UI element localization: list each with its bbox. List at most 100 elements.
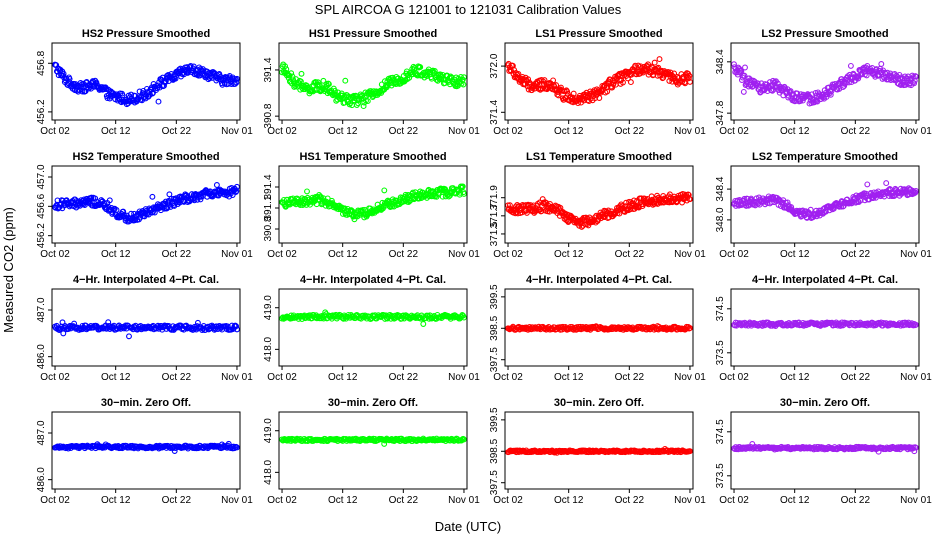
data-points [731,61,919,107]
panel-title: 30−min. Zero Off. [780,397,870,409]
x-tick-label: Oct 12 [101,372,131,383]
panel-title: HS1 Temperature Smoothed [299,151,446,163]
x-tick-label: Nov 01 [448,249,480,260]
y-tick-label: 398.5 [489,315,500,340]
y-tick-label: 391.4 [263,57,274,82]
data-point [651,59,658,66]
x-tick-label: Nov 01 [221,495,253,506]
data-point [460,81,467,88]
x-tick-label: Oct 02 [719,249,749,260]
data-point [216,71,223,77]
data-point [512,203,519,210]
data-point [234,444,240,451]
panel-hs1-row1: HS1 Temperature Smoothed Oct 02 Oct 12 Oct … [263,151,480,260]
x-tick-label: Nov 01 [674,126,706,137]
y-tick-label: 347.8 [715,100,726,125]
x-tick-label: Oct 22 [615,249,645,260]
data-point [461,436,467,443]
data-point [381,187,388,194]
data-point [878,61,885,67]
y-tick-label: 456.2 [36,99,47,124]
data-point [119,92,126,99]
y-tick-label: 456.2 [36,223,47,248]
data-points [731,441,919,455]
panel-hs2-row2: 4−Hr. Interpolated 4−Pt. Cal. Oct 02 Oct 1… [36,274,253,383]
data-point [430,69,437,76]
data-point [234,75,240,82]
panel-title: HS2 Temperature Smoothed [72,151,219,163]
data-point [552,202,559,209]
data-point [685,75,692,82]
x-tick-label: Oct 02 [493,372,523,383]
panel-frame [278,42,468,121]
data-point [855,75,862,82]
x-tick-label: Oct 02 [40,372,70,383]
data-point [515,71,522,77]
data-point [686,72,693,79]
y-tick-label: 373.5 [715,340,726,365]
x-tick-label: Oct 12 [554,495,584,506]
x-tick-label: Oct 22 [841,495,871,506]
panel-frame [278,288,468,367]
x-tick-label: Nov 01 [448,126,480,137]
panel-frame [730,42,920,121]
x-tick-label: Oct 12 [101,249,131,260]
x-tick-label: Oct 02 [719,372,749,383]
panel-frame [504,42,694,121]
data-point [648,193,655,200]
data-point [558,84,564,91]
panel-title: LS1 Pressure Smoothed [535,28,662,40]
x-tick-label: Oct 12 [780,249,810,260]
data-point [741,72,748,79]
panel-hs2-row0: HS2 Pressure Smoothed Oct 02 Oct 12 Oct 22 N… [36,28,253,137]
data-point [847,62,854,69]
data-point [106,197,113,204]
x-tick-label: Nov 01 [674,495,706,506]
data-point [541,77,548,84]
data-point [753,195,760,202]
data-point [687,448,693,455]
y-tick-label: 487.0 [36,297,47,322]
panel-title: 30−min. Zero Off. [101,397,191,409]
x-tick-label: Oct 22 [615,372,645,383]
panel-hs2-row1: HS2 Temperature Smoothed Oct 02 Oct 12 Oct … [36,151,253,260]
data-point [234,183,240,190]
panel-ls1-row0: LS1 Pressure Smoothed Oct 02 Oct 12 Oct 22 N… [489,28,706,137]
data-point [234,326,240,333]
x-tick-label: Oct 02 [493,126,523,137]
data-point [525,76,532,83]
x-tick-label: Oct 22 [162,372,192,383]
data-point [432,192,439,199]
panel-frame [51,411,241,490]
y-tick-label: 418.0 [263,336,274,361]
panel-ls1-row1: LS1 Temperature Smoothed Oct 02 Oct 12 Oct … [489,151,706,260]
data-point [742,64,748,71]
data-point [409,189,416,196]
data-point [364,98,371,105]
x-tick-label: Nov 01 [448,372,480,383]
y-tick-label: 373.5 [715,463,726,488]
y-tick-label: 371.5 [489,221,500,246]
data-point [913,444,919,451]
x-tick-label: Oct 22 [841,249,871,260]
data-point [149,193,156,200]
x-tick-label: Oct 02 [719,126,749,137]
y-tick-label: 456.6 [36,193,47,218]
x-tick-label: Oct 22 [389,495,419,506]
data-point [439,193,446,200]
x-axis-label: Date (UTC) [435,519,501,534]
data-point [154,85,161,91]
x-tick-label: Oct 02 [40,126,70,137]
y-tick-label: 486.0 [36,344,47,369]
data-point [687,78,693,85]
panel-frame [278,165,468,244]
y-tick-label: 371.7 [489,203,500,228]
data-point [883,180,890,187]
data-point [827,91,834,98]
y-tick-label: 399.5 [489,407,500,432]
data-point [461,314,467,321]
x-tick-label: Oct 02 [267,126,297,137]
data-point [748,444,755,451]
x-tick-label: Nov 01 [221,249,253,260]
